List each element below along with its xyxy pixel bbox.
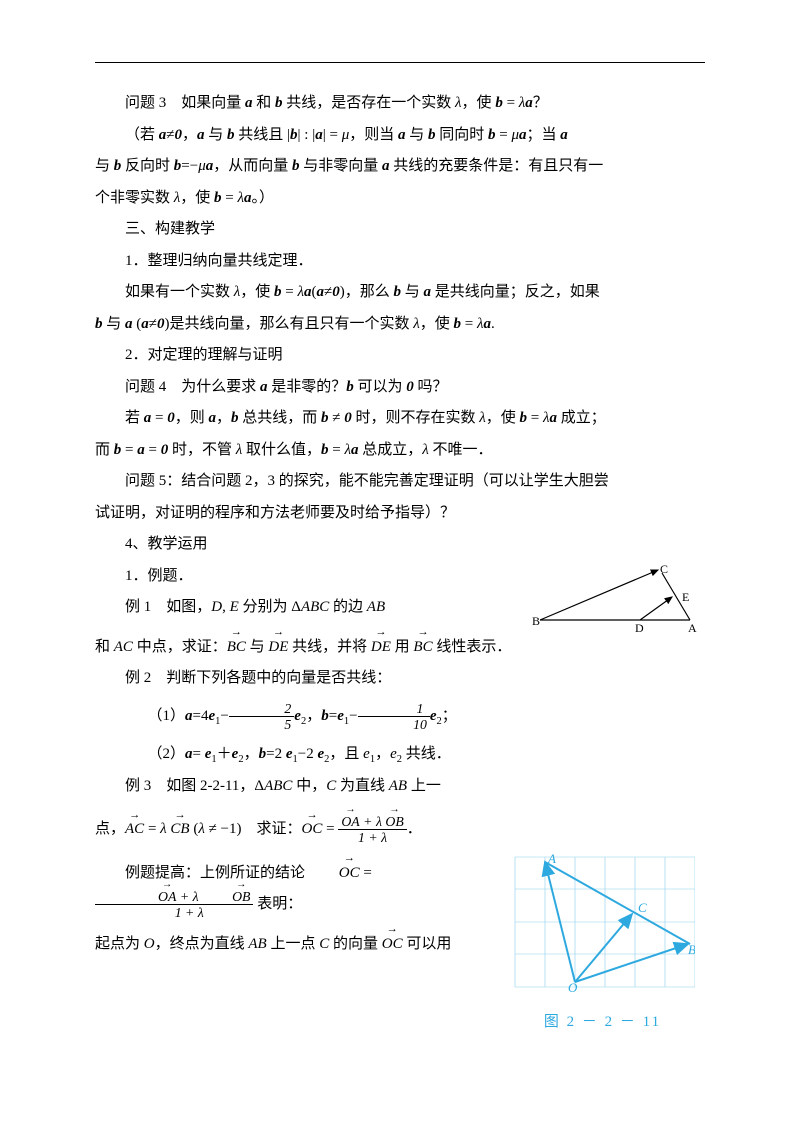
figure-1: C E B D A	[530, 565, 705, 635]
label-A2: A	[547, 852, 556, 866]
label-B: B	[532, 614, 540, 628]
section-4: 4、教学运用	[95, 529, 705, 561]
question-4-answer: 若 a = 0，则 a，b 总共线，而 b ≠ 0 时，则不存在实数 λ，使 b…	[95, 403, 705, 435]
question-5-b: 试证明，对证明的程序和方法老师要及时给予指导）？	[95, 498, 705, 530]
label-D: D	[635, 621, 644, 635]
figure-2-caption: 图 2 － 2 － 11	[510, 1007, 695, 1039]
example-1-b: 和 AC 中点，求证：BC 与 DE 共线，并将 DE 用 BC 线性表示．	[95, 632, 705, 664]
heading-3: 三、构建教学	[95, 214, 705, 246]
question-3: 问题 3 如果向量 a 和 b 共线，是否存在一个实数 λ，使 b = λa？	[95, 88, 705, 120]
example-2-2: （2）a= e1＋e2，b=2 e1−2 e2，且 e1，e2 共线．	[95, 739, 705, 771]
question-3-answer: （若 a≠0，a 与 b 共线且 |b| : |a| = μ，则当 a 与 b …	[95, 120, 705, 152]
label-C: C	[660, 565, 668, 576]
section-1-p1b: b 与 a (a≠0)是共线向量，那么有且只有一个实数 λ，使 b = λa.	[95, 309, 705, 341]
question-5: 问题 5：结合问题 2，3 的探究，能不能完善定理证明（可以让学生大胆尝	[95, 466, 705, 498]
section-1-p1: 如果有一个实数 λ，使 b = λa(a≠0)，那么 b 与 a 是共线向量；反…	[95, 277, 705, 309]
label-C2: C	[638, 900, 647, 915]
section-1-title: 1．整理归纳向量共线定理．	[95, 246, 705, 278]
section-2-title: 2．对定理的理解与证明	[95, 340, 705, 372]
question-4-answer-b: 而 b = a = 0 时，不管 λ 取什么值，b = λa 总成立，λ 不唯一…	[95, 435, 705, 467]
question-3-answer-cont2: 个非零实数 λ，使 b = λa。）	[95, 183, 705, 215]
document-body: 问题 3 如果向量 a 和 b 共线，是否存在一个实数 λ，使 b = λa？ …	[95, 88, 705, 960]
example-2-1: （1）a=4e1−25e2，b=e1−110e2；	[95, 701, 705, 733]
label-E: E	[682, 590, 689, 604]
example-3-b: 点，AC = λ CB (λ ≠ −1) 求证：OC = OA + λ OB1 …	[95, 814, 705, 846]
question-3-answer-cont: 与 b 反向时 b=−μa，从而向量 b 与非零向量 a 共线的充要条件是：有且…	[95, 151, 705, 183]
label-O2: O	[568, 980, 578, 992]
example-2: 例 2 判断下列各题中的向量是否共线：	[95, 663, 705, 695]
top-rule	[95, 62, 705, 63]
example-3-a: 例 3 如图 2-2-11，ΔABC 中，C 为直线 AB 上一	[95, 771, 705, 803]
label-B2: B	[688, 942, 695, 957]
label-A: A	[688, 621, 697, 635]
figure-2: A C B O 图 2 － 2 － 11	[510, 852, 695, 1017]
question-4: 问题 4 为什么要求 a 是非零的？b 可以为 0 吗？	[95, 372, 705, 404]
